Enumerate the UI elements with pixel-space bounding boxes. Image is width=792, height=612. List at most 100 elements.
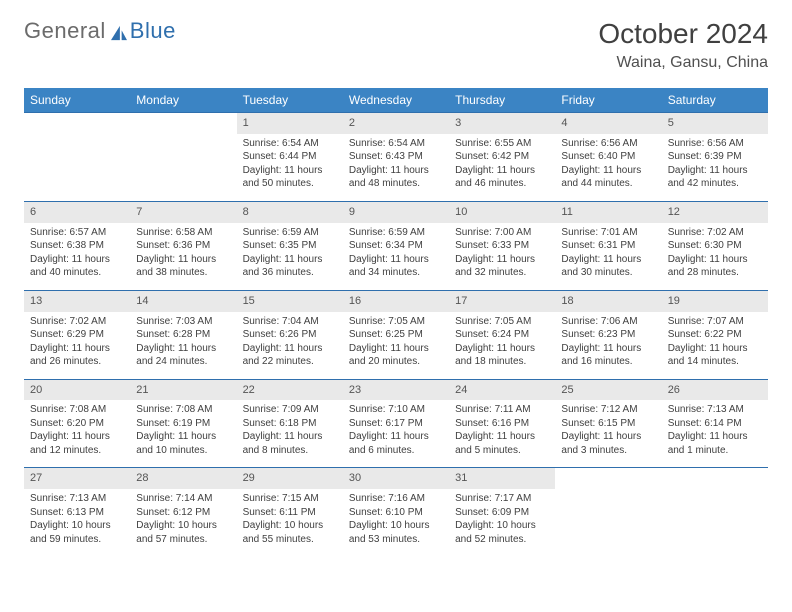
day-number: 31 — [449, 468, 555, 489]
sunset-text: Sunset: 6:34 PM — [349, 239, 443, 253]
calendar-day-cell: 9Sunrise: 6:59 AMSunset: 6:34 PMDaylight… — [343, 201, 449, 290]
day-body: Sunrise: 6:59 AMSunset: 6:34 PMDaylight:… — [343, 223, 449, 290]
calendar-day-cell — [24, 113, 130, 202]
day-header: Friday — [555, 88, 661, 113]
sunset-text: Sunset: 6:28 PM — [136, 328, 230, 342]
calendar-day-cell: 4Sunrise: 6:56 AMSunset: 6:40 PMDaylight… — [555, 113, 661, 202]
calendar-day-cell: 26Sunrise: 7:13 AMSunset: 6:14 PMDayligh… — [662, 379, 768, 468]
sunrise-text: Sunrise: 7:01 AM — [561, 226, 655, 240]
day-header: Thursday — [449, 88, 555, 113]
day-number: 29 — [237, 468, 343, 489]
calendar-day-cell: 12Sunrise: 7:02 AMSunset: 6:30 PMDayligh… — [662, 201, 768, 290]
calendar-day-cell: 27Sunrise: 7:13 AMSunset: 6:13 PMDayligh… — [24, 468, 130, 556]
calendar-day-cell: 7Sunrise: 6:58 AMSunset: 6:36 PMDaylight… — [130, 201, 236, 290]
sunset-text: Sunset: 6:13 PM — [30, 506, 124, 520]
sunset-text: Sunset: 6:11 PM — [243, 506, 337, 520]
day-number: 27 — [24, 468, 130, 489]
calendar-day-cell: 28Sunrise: 7:14 AMSunset: 6:12 PMDayligh… — [130, 468, 236, 556]
day-number: 30 — [343, 468, 449, 489]
brand-part1: General — [24, 18, 106, 44]
sunset-text: Sunset: 6:44 PM — [243, 150, 337, 164]
calendar-header-row: Sunday Monday Tuesday Wednesday Thursday… — [24, 88, 768, 113]
sunset-text: Sunset: 6:42 PM — [455, 150, 549, 164]
title-block: October 2024 Waina, Gansu, China — [598, 18, 768, 72]
daylight-text: Daylight: 11 hours and 8 minutes. — [243, 430, 337, 457]
day-body: Sunrise: 7:06 AMSunset: 6:23 PMDaylight:… — [555, 312, 661, 379]
day-body: Sunrise: 7:05 AMSunset: 6:24 PMDaylight:… — [449, 312, 555, 379]
calendar-day-cell: 29Sunrise: 7:15 AMSunset: 6:11 PMDayligh… — [237, 468, 343, 556]
day-body: Sunrise: 7:12 AMSunset: 6:15 PMDaylight:… — [555, 400, 661, 467]
calendar-day-cell: 11Sunrise: 7:01 AMSunset: 6:31 PMDayligh… — [555, 201, 661, 290]
sunrise-text: Sunrise: 6:59 AM — [243, 226, 337, 240]
day-number: 7 — [130, 202, 236, 223]
day-body: Sunrise: 7:10 AMSunset: 6:17 PMDaylight:… — [343, 400, 449, 467]
day-body: Sunrise: 7:09 AMSunset: 6:18 PMDaylight:… — [237, 400, 343, 467]
daylight-text: Daylight: 11 hours and 22 minutes. — [243, 342, 337, 369]
daylight-text: Daylight: 11 hours and 3 minutes. — [561, 430, 655, 457]
day-body: Sunrise: 7:03 AMSunset: 6:28 PMDaylight:… — [130, 312, 236, 379]
daylight-text: Daylight: 11 hours and 30 minutes. — [561, 253, 655, 280]
sunset-text: Sunset: 6:29 PM — [30, 328, 124, 342]
day-body: Sunrise: 7:08 AMSunset: 6:20 PMDaylight:… — [24, 400, 130, 467]
day-header: Sunday — [24, 88, 130, 113]
sunrise-text: Sunrise: 7:08 AM — [136, 403, 230, 417]
day-number: 8 — [237, 202, 343, 223]
sunset-text: Sunset: 6:10 PM — [349, 506, 443, 520]
sunset-text: Sunset: 6:35 PM — [243, 239, 337, 253]
day-number: 5 — [662, 113, 768, 134]
brand-logo: General Blue — [24, 18, 176, 44]
day-number: 16 — [343, 291, 449, 312]
daylight-text: Daylight: 11 hours and 40 minutes. — [30, 253, 124, 280]
calendar-day-cell: 8 Sunrise: 6:59 AMSunset: 6:35 PMDaylight… — [237, 201, 343, 290]
day-number: 18 — [555, 291, 661, 312]
day-number: 26 — [662, 380, 768, 401]
day-number: 12 — [662, 202, 768, 223]
sunset-text: Sunset: 6:36 PM — [136, 239, 230, 253]
day-header: Wednesday — [343, 88, 449, 113]
daylight-text: Daylight: 11 hours and 1 minute. — [668, 430, 762, 457]
calendar-week-row: 27 Sunrise: 7:13 AMSunset: 6:13 PM Dayligh… — [24, 468, 768, 556]
day-number: 21 — [130, 380, 236, 401]
day-number: 22 — [237, 380, 343, 401]
calendar-day-cell — [130, 113, 236, 202]
sunset-text: Sunset: 6:16 PM — [455, 417, 549, 431]
day-number: 1 — [237, 113, 343, 134]
day-number: 9 — [343, 202, 449, 223]
daylight-text: Daylight: 11 hours and 16 minutes. — [561, 342, 655, 369]
sunset-text: Sunset: 6:43 PM — [349, 150, 443, 164]
sunrise-text: Sunrise: 6:55 AM — [455, 137, 549, 151]
day-body: Sunrise: 6:54 AMSunset: 6:43 PMDaylight:… — [343, 134, 449, 201]
day-body: Sunrise: 6:57 AMSunset: 6:38 PMDaylight:… — [24, 223, 130, 290]
sunrise-text: Sunrise: 6:59 AM — [349, 226, 443, 240]
day-body: Sunrise: 7:11 AMSunset: 6:16 PMDaylight:… — [449, 400, 555, 467]
calendar-day-cell: 25Sunrise: 7:12 AMSunset: 6:15 PMDayligh… — [555, 379, 661, 468]
daylight-text: Daylight: 11 hours and 36 minutes. — [243, 253, 337, 280]
calendar-day-cell: 10Sunrise: 7:00 AMSunset: 6:33 PMDayligh… — [449, 201, 555, 290]
daylight-text: Daylight: 11 hours and 20 minutes. — [349, 342, 443, 369]
daylight-text: Daylight: 11 hours and 10 minutes. — [136, 430, 230, 457]
daylight-text: Daylight: 10 hours and 55 minutes. — [243, 519, 337, 546]
sunrise-text: Sunrise: 7:12 AM — [561, 403, 655, 417]
calendar-day-cell: 14Sunrise: 7:03 AMSunset: 6:28 PMDayligh… — [130, 290, 236, 379]
sunrise-text: Sunrise: 6:57 AM — [30, 226, 124, 240]
day-number: 11 — [555, 202, 661, 223]
day-body: Sunrise: 6:58 AMSunset: 6:36 PMDaylight:… — [130, 223, 236, 290]
day-body: Sunrise: 7:02 AMSunset: 6:30 PMDaylight:… — [662, 223, 768, 290]
sunset-text: Sunset: 6:38 PM — [30, 239, 124, 253]
day-number: 28 — [130, 468, 236, 489]
sunrise-text: Sunrise: 7:02 AM — [668, 226, 762, 240]
calendar-day-cell: 5Sunrise: 6:56 AMSunset: 6:39 PMDaylight… — [662, 113, 768, 202]
calendar-day-cell: 20Sunrise: 7:08 AMSunset: 6:20 PMDayligh… — [24, 379, 130, 468]
brand-sail-icon — [110, 25, 128, 41]
day-number: 4 — [555, 113, 661, 134]
calendar-day-cell: 30Sunrise: 7:16 AMSunset: 6:10 PMDayligh… — [343, 468, 449, 556]
calendar-day-cell: 6Sunrise: 6:57 AMSunset: 6:38 PMDaylight… — [24, 201, 130, 290]
sunrise-text: Sunrise: 7:13 AM — [30, 492, 124, 506]
sunset-text: Sunset: 6:24 PM — [455, 328, 549, 342]
sunrise-text: Sunrise: 6:54 AM — [243, 137, 337, 151]
daylight-text: Daylight: 10 hours and 57 minutes. — [136, 519, 230, 546]
daylight-text: Daylight: 10 hours and 52 minutes. — [455, 519, 549, 546]
sunset-text: Sunset: 6:30 PM — [668, 239, 762, 253]
sunrise-text: Sunrise: 7:04 AM — [243, 315, 337, 329]
daylight-text: Daylight: 11 hours and 28 minutes. — [668, 253, 762, 280]
